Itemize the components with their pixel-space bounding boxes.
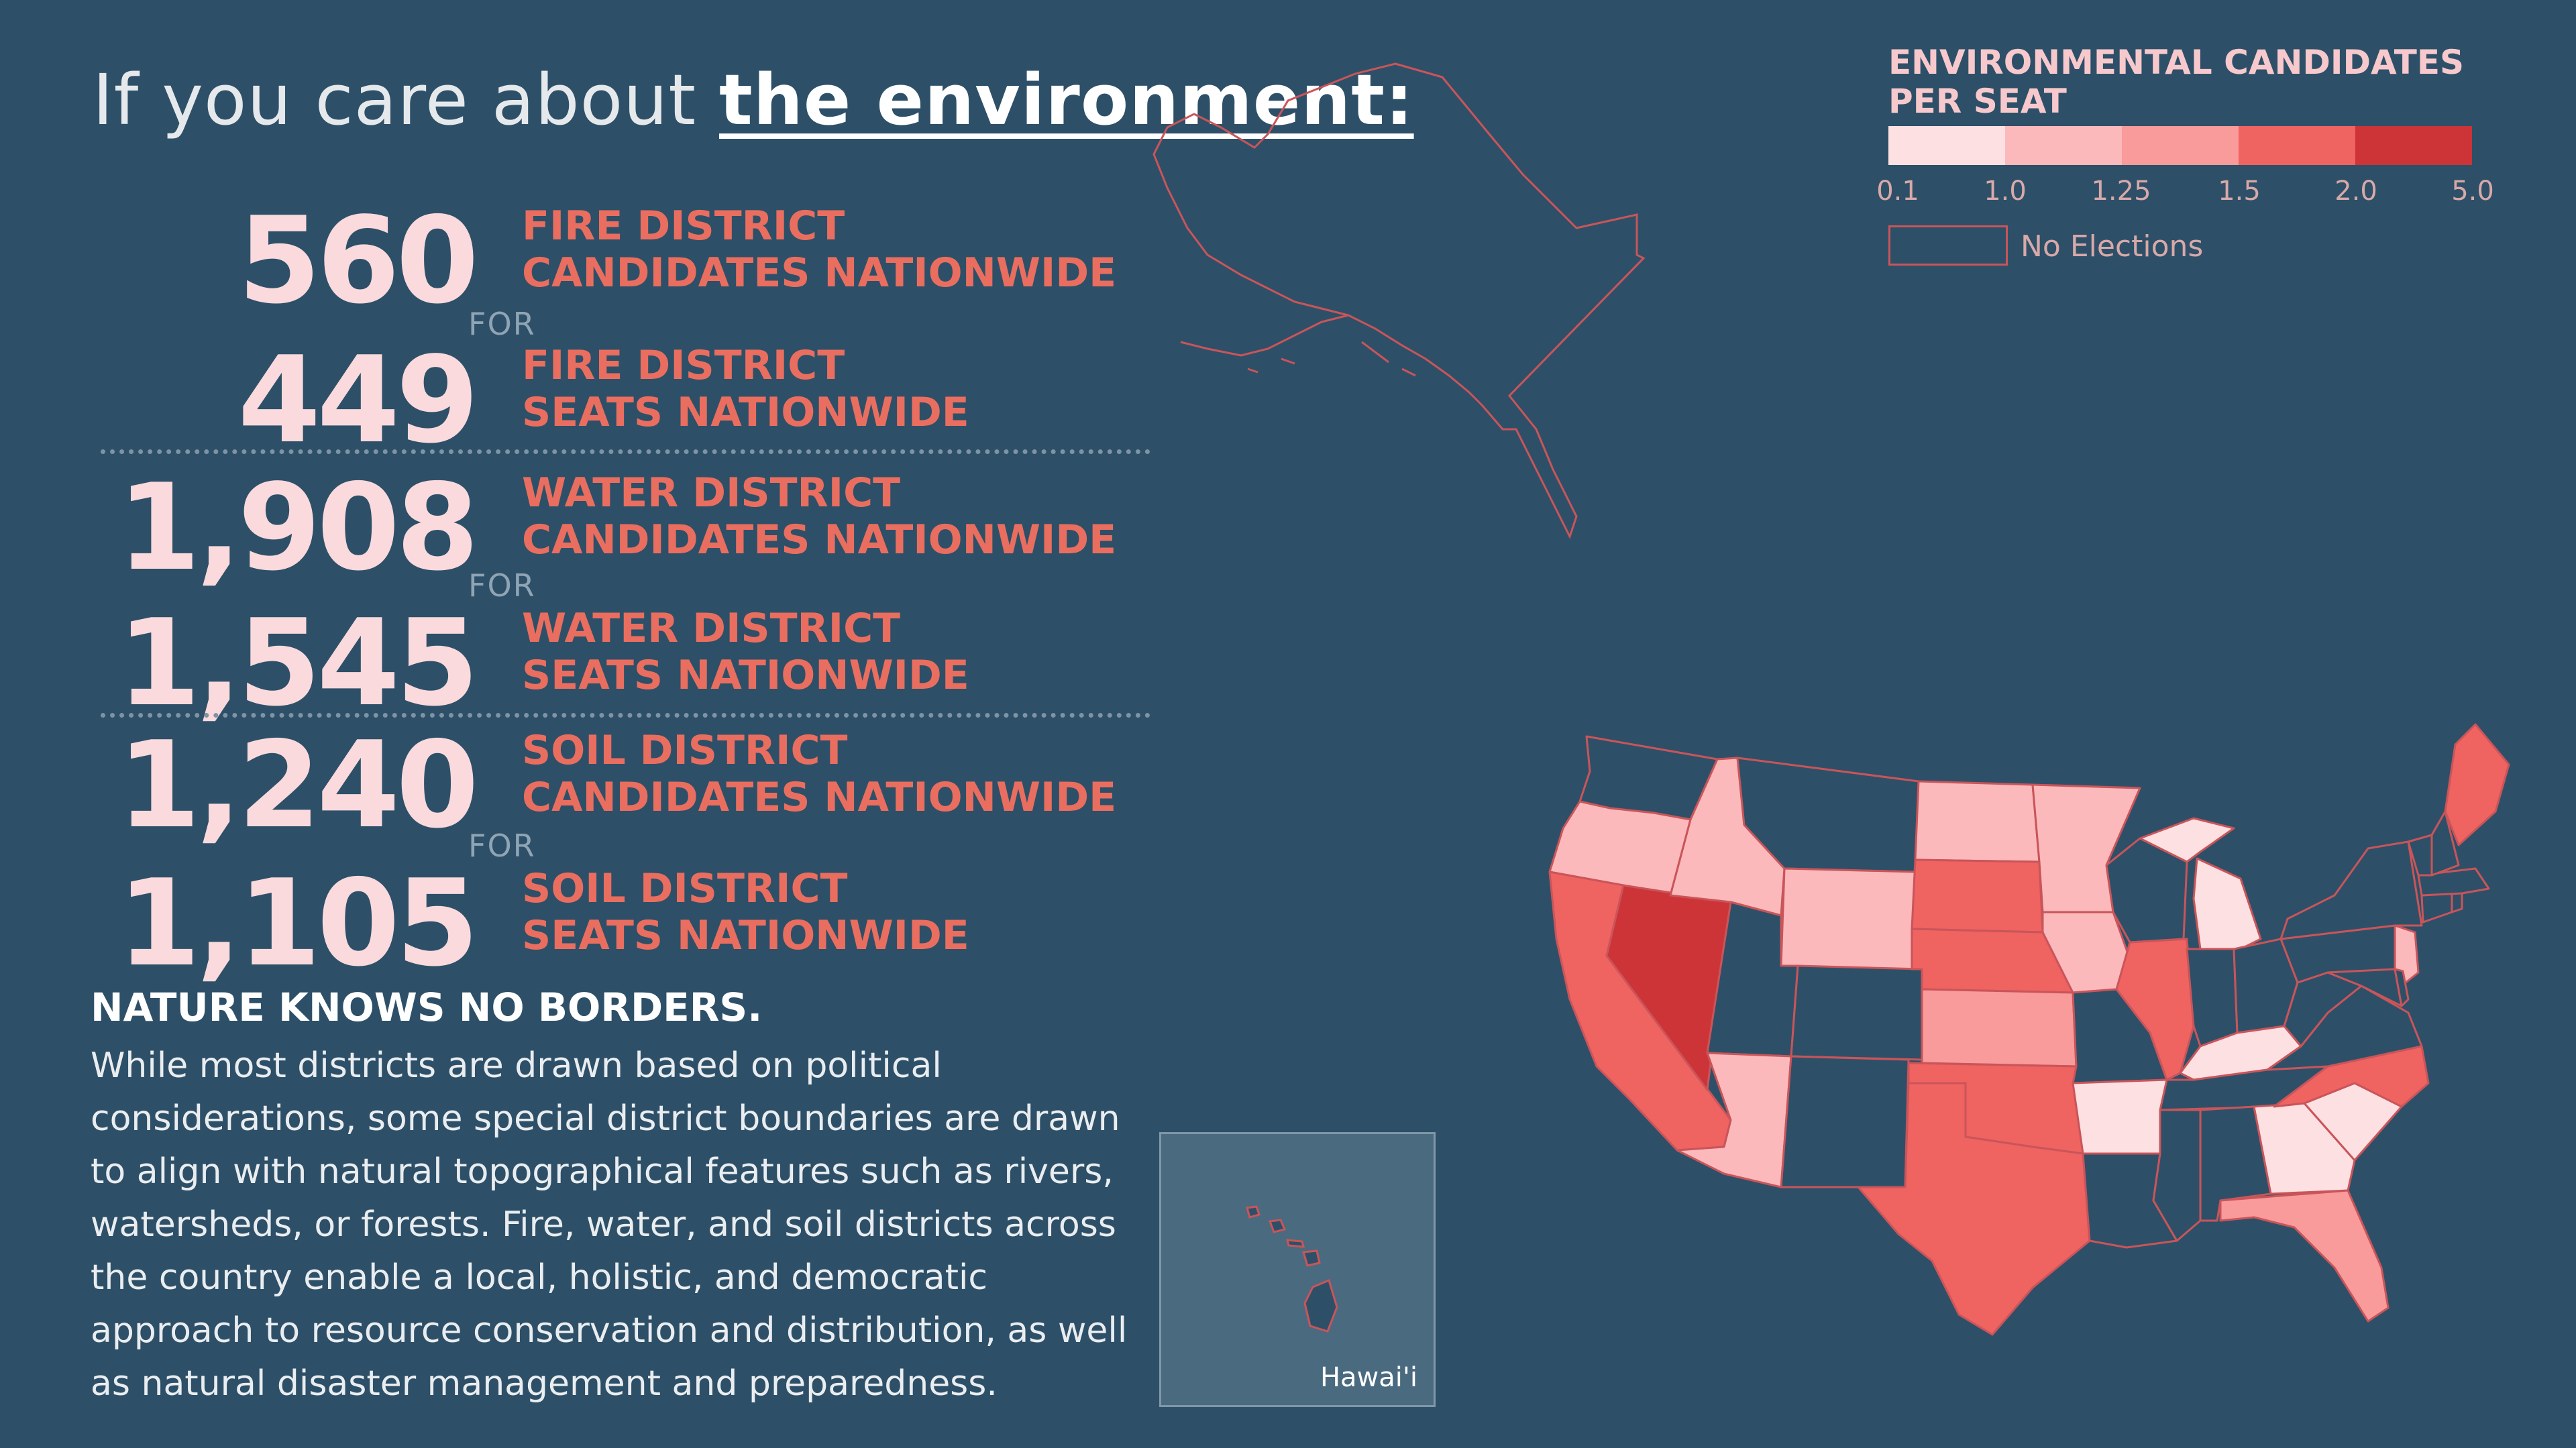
legend-tick: 5.0	[2451, 176, 2494, 207]
state-north-dakota	[1914, 780, 2041, 863]
stat-label-line: SEATS NATIONWIDE	[522, 912, 969, 959]
state-massachusetts	[2417, 867, 2490, 897]
stat-label: SOIL DISTRICT SEATS NATIONWIDE	[522, 865, 969, 959]
state-new-york	[2279, 840, 2423, 940]
legend-swatch	[1888, 126, 2005, 165]
stat-label-line: FIRE DISTRICT	[522, 203, 845, 249]
state-alaska	[1152, 62, 1646, 539]
state-michigan	[2192, 857, 2262, 950]
nature-paragraph: While most districts are drawn based on …	[91, 1046, 1128, 1404]
stat-label-line: WATER DISTRICT	[522, 605, 901, 652]
legend-no-elections-label: No Elections	[2021, 229, 2204, 264]
legend-tick: 1.0	[1984, 176, 2027, 207]
stat-number: 1,545	[117, 594, 479, 732]
stat-label-line: SEATS NATIONWIDE	[522, 389, 969, 436]
stat-label: SOIL DISTRICT CANDIDATES NATIONWIDE	[522, 727, 1116, 821]
legend-tick: 1.5	[2218, 176, 2261, 207]
stat-number: 1,908	[117, 458, 479, 597]
stat-number: 1,240	[117, 716, 479, 854]
state-maine	[2444, 723, 2510, 846]
nature-heading: NATURE KNOWS NO BORDERS.	[91, 985, 763, 1030]
alaska-aleutians	[1180, 314, 1349, 357]
state-hawaii-maui	[1302, 1249, 1321, 1267]
state-hawaii-kauai	[1246, 1205, 1260, 1219]
headline-prefix: If you care about	[93, 59, 720, 141]
legend-swatch	[2239, 126, 2355, 165]
state-new-mexico	[1780, 1055, 1910, 1188]
state-michigan-up	[2139, 817, 2235, 863]
alaska-islands	[1247, 341, 1416, 377]
stat-label-line: CANDIDATES NATIONWIDE	[522, 774, 1117, 821]
stat-label: FIRE DISTRICT SEATS NATIONWIDE	[522, 342, 969, 436]
stat-label-line: SOIL DISTRICT	[522, 865, 848, 912]
state-connecticut	[2420, 892, 2453, 924]
stat-label: WATER DISTRICT CANDIDATES NATIONWIDE	[522, 469, 1116, 563]
state-delaware	[2394, 968, 2410, 1007]
alaska-outline	[1152, 62, 1646, 539]
state-hawaii-oahu	[1268, 1219, 1287, 1233]
stat-label: FIRE DISTRICT CANDIDATES NATIONWIDE	[522, 203, 1116, 296]
state-florida	[2219, 1189, 2390, 1323]
legend-swatch	[2005, 126, 2122, 165]
legend-swatch	[2355, 126, 2472, 165]
for-connector: FOR	[468, 306, 536, 342]
for-connector: FOR	[468, 828, 536, 864]
stat-label-line: WATER DISTRICT	[522, 469, 901, 516]
state-south-dakota	[1911, 858, 2044, 934]
stat-label-line: CANDIDATES NATIONWIDE	[522, 516, 1117, 563]
state-kansas	[1921, 988, 2078, 1068]
stat-label-line: CANDIDATES NATIONWIDE	[522, 249, 1117, 296]
legend-tick: 0.1	[1876, 176, 1919, 207]
stat-label: WATER DISTRICT SEATS NATIONWIDE	[522, 605, 969, 699]
states-layer	[1548, 723, 2510, 1336]
legend-title: ENVIRONMENTAL CANDIDATES PER SEAT	[1888, 43, 2465, 121]
hawaii-inset: Hawai'i	[1159, 1132, 1436, 1407]
stat-number: 560	[237, 191, 479, 330]
state-indiana	[2186, 948, 2239, 1048]
state-hawaii-big-island	[1303, 1278, 1338, 1333]
section-divider	[101, 449, 1150, 454]
legend-no-elections-swatch	[1888, 225, 2008, 266]
stat-label-line: SOIL DISTRICT	[522, 727, 848, 774]
headline-emphasis: the environment:	[719, 59, 1414, 141]
legend-tick: 2.0	[2334, 176, 2377, 207]
for-connector: FOR	[468, 567, 536, 604]
legend-tick: 1.25	[2091, 176, 2151, 207]
state-new-hampshire	[2430, 810, 2460, 877]
us-map	[1548, 723, 2510, 1336]
stat-number: 1,105	[117, 854, 479, 993]
stat-number: 449	[237, 331, 479, 469]
legend-color-ramp	[1888, 126, 2472, 165]
stat-label-line: FIRE DISTRICT	[522, 342, 845, 389]
page-title: If you care about the environment:	[93, 59, 1414, 141]
state-rhode-island	[2451, 892, 2463, 913]
state-arkansas	[2072, 1078, 2168, 1155]
state-colorado	[1790, 964, 1923, 1061]
stat-label-line: SEATS NATIONWIDE	[522, 652, 969, 699]
section-divider	[101, 713, 1150, 718]
state-texas	[1857, 1082, 2091, 1336]
state-wyoming	[1780, 867, 1917, 970]
legend-swatch	[2122, 126, 2239, 165]
hawaii-islands	[1246, 1205, 1338, 1333]
hawaii-label: Hawai'i	[1320, 1362, 1417, 1393]
state-hawaii-molokai	[1286, 1239, 1305, 1248]
